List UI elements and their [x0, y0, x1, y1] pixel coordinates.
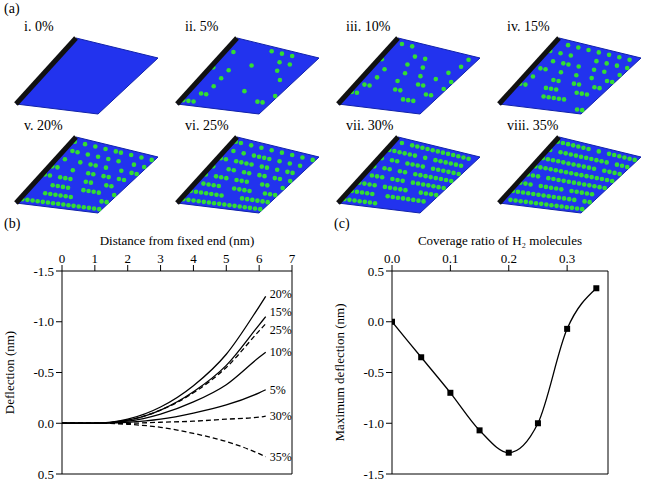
svg-text:v. 20%: v. 20%: [24, 118, 63, 133]
svg-text:-0.5: -0.5: [363, 365, 384, 380]
svg-text:0: 0: [59, 251, 66, 266]
svg-text:-0.5: -0.5: [33, 365, 54, 380]
svg-text:1: 1: [92, 251, 99, 266]
svg-text:Distance from fixed end (nm): Distance from fixed end (nm): [100, 233, 255, 248]
svg-text:35%: 35%: [270, 450, 292, 464]
svg-text:3: 3: [157, 251, 164, 266]
svg-text:0.0: 0.0: [368, 314, 384, 329]
svg-text:i. 0%: i. 0%: [24, 19, 54, 34]
svg-text:0.5: 0.5: [38, 467, 54, 482]
svg-text:iv. 15%: iv. 15%: [507, 19, 550, 34]
svg-text:-1.5: -1.5: [363, 467, 384, 482]
svg-text:25%: 25%: [270, 323, 292, 337]
svg-text:vii. 30%: vii. 30%: [346, 118, 394, 133]
svg-text:10%: 10%: [270, 345, 292, 359]
svg-text:Maximum deflection (nm): Maximum deflection (nm): [332, 304, 347, 442]
svg-text:ii. 5%: ii. 5%: [185, 19, 219, 34]
html-text:(c): (c): [334, 216, 350, 231]
svg-text:6: 6: [256, 251, 263, 266]
svg-text:(a): (a): [4, 1, 20, 17]
svg-text:0.3: 0.3: [559, 251, 575, 266]
svg-text:-1.5: -1.5: [33, 264, 54, 279]
svg-text:0.0: 0.0: [38, 416, 54, 431]
svg-text:15%: 15%: [270, 305, 292, 319]
svg-text:0.0: 0.0: [384, 251, 400, 266]
svg-text:0.2: 0.2: [501, 251, 517, 266]
svg-text:4: 4: [190, 251, 197, 266]
svg-text:Deflection (nm): Deflection (nm): [2, 331, 17, 414]
svg-text:viii. 35%: viii. 35%: [507, 118, 559, 133]
svg-text:20%: 20%: [270, 287, 292, 301]
svg-text:5: 5: [223, 251, 230, 266]
svg-text:0.5: 0.5: [368, 264, 384, 279]
svg-text:Coverage ratio of H₂ molecules: Coverage ratio of H₂ molecules: [418, 233, 582, 248]
svg-text:-1.0: -1.0: [363, 416, 384, 431]
svg-text:2: 2: [124, 251, 131, 266]
svg-text:7: 7: [289, 251, 296, 266]
svg-text:iii. 10%: iii. 10%: [346, 19, 391, 34]
svg-text:-1.0: -1.0: [33, 314, 54, 329]
svg-text:0.1: 0.1: [442, 251, 458, 266]
html-text:(b): (b): [4, 216, 21, 231]
svg-text:30%: 30%: [270, 409, 292, 423]
svg-text:5%: 5%: [270, 383, 286, 397]
svg-text:vi. 25%: vi. 25%: [185, 118, 229, 133]
